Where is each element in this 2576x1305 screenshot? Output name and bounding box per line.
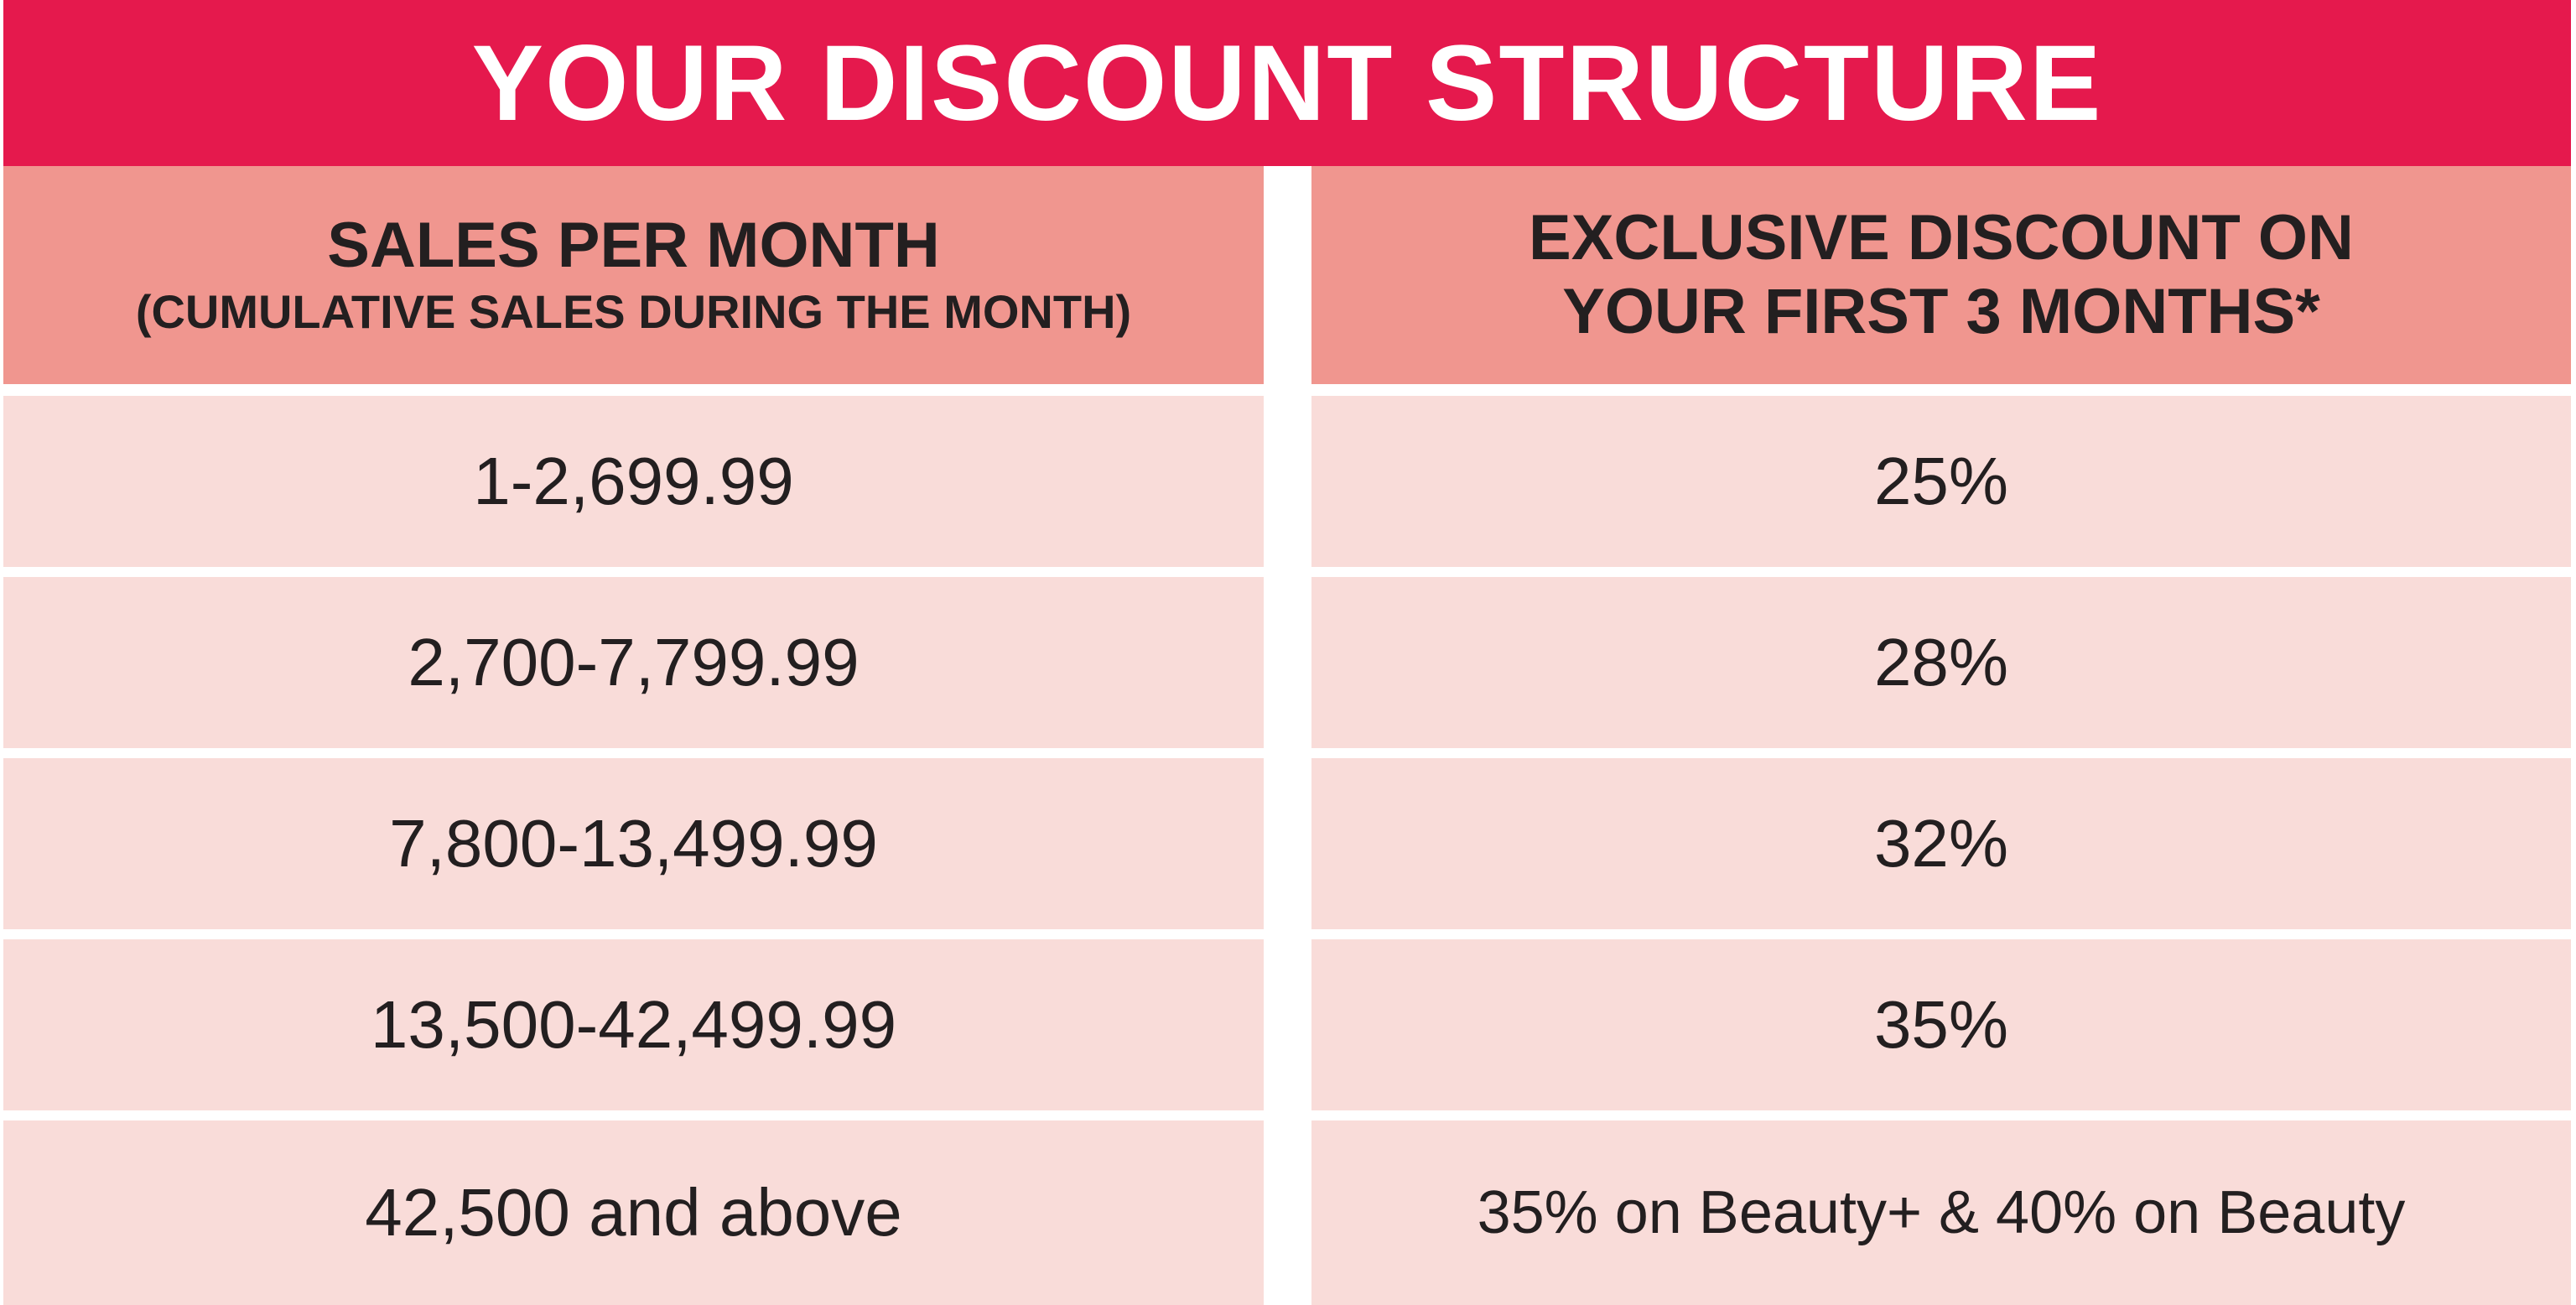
header-discount-line1: EXCLUSIVE DISCOUNT ON xyxy=(1529,202,2354,273)
header-discount: EXCLUSIVE DISCOUNT ON YOUR FIRST 3 MONTH… xyxy=(1311,166,2571,384)
table-cell-sales: 1-2,699.99 xyxy=(3,396,1264,567)
title-banner: YOUR DISCOUNT STRUCTURE xyxy=(3,0,2571,166)
table-cell-sales: 13,500-42,499.99 xyxy=(3,939,1264,1110)
table-cell-discount: 32% xyxy=(1311,758,2571,929)
table-cell-sales: 42,500 and above xyxy=(3,1120,1264,1305)
table-cell-discount: 35% xyxy=(1311,939,2571,1110)
table-cell-discount: 25% xyxy=(1311,396,2571,567)
header-sales-subtitle: (CUMULATIVE SALES DURING THE MONTH) xyxy=(135,285,1132,338)
table-cell-sales: 7,800-13,499.99 xyxy=(3,758,1264,929)
table-cell-sales: 2,700-7,799.99 xyxy=(3,577,1264,748)
header-discount-line2: YOUR FIRST 3 MONTHS* xyxy=(1562,276,2320,347)
header-sales-title: SALES PER MONTH xyxy=(327,210,940,281)
page-title: YOUR DISCOUNT STRUCTURE xyxy=(471,23,2103,143)
table-cell-discount: 35% on Beauty+ & 40% on Beauty xyxy=(1311,1120,2571,1305)
table-cell-discount: 28% xyxy=(1311,577,2571,748)
header-sales: SALES PER MONTH (CUMULATIVE SALES DURING… xyxy=(3,166,1264,384)
